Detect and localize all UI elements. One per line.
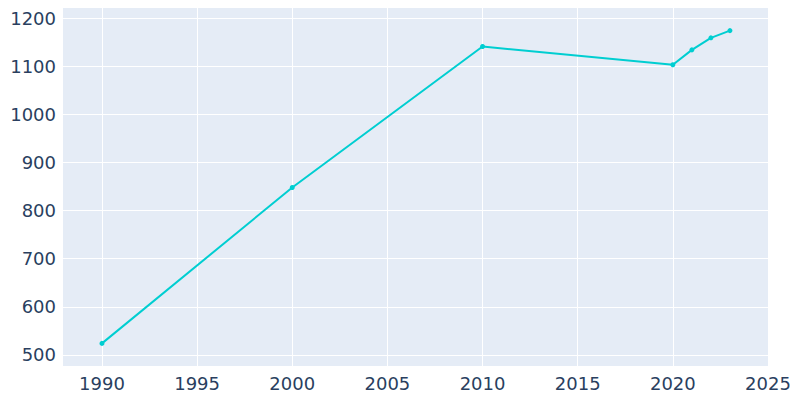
svg-text:2025: 2025 bbox=[745, 373, 791, 394]
svg-text:600: 600 bbox=[22, 296, 56, 317]
svg-text:700: 700 bbox=[22, 248, 56, 269]
svg-text:2015: 2015 bbox=[555, 373, 601, 394]
svg-text:500: 500 bbox=[22, 344, 56, 365]
svg-text:2020: 2020 bbox=[650, 373, 696, 394]
svg-text:800: 800 bbox=[22, 200, 56, 221]
svg-text:1990: 1990 bbox=[79, 373, 125, 394]
svg-text:2010: 2010 bbox=[460, 373, 506, 394]
svg-text:1100: 1100 bbox=[10, 56, 56, 77]
svg-text:900: 900 bbox=[22, 152, 56, 173]
svg-text:1200: 1200 bbox=[10, 8, 56, 29]
svg-text:1995: 1995 bbox=[174, 373, 220, 394]
svg-text:1000: 1000 bbox=[10, 104, 56, 125]
svg-text:2000: 2000 bbox=[269, 373, 315, 394]
svg-text:2005: 2005 bbox=[365, 373, 411, 394]
